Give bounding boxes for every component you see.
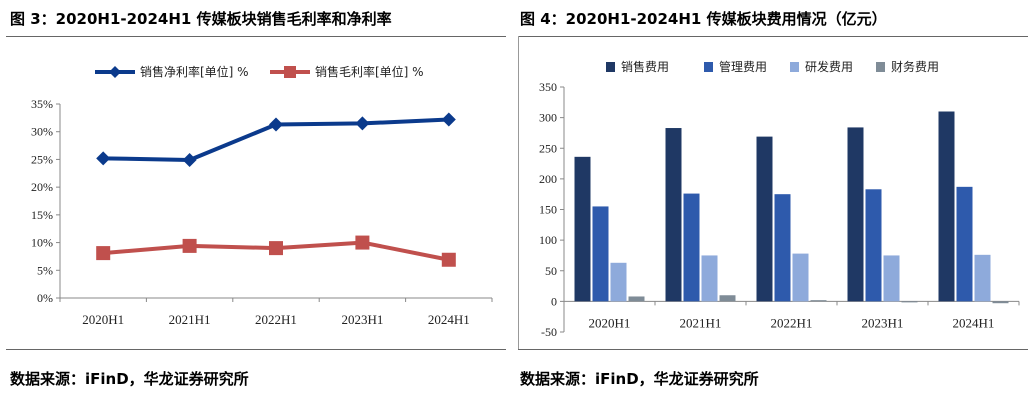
bar-0 (756, 136, 773, 302)
bar-1 (683, 193, 700, 302)
y-tick-label: 250 (539, 141, 557, 155)
bar-2 (701, 255, 718, 302)
legend-label: 销售费用 (621, 59, 669, 74)
x-tick-label: 2021H1 (169, 312, 211, 327)
source-note-left: 数据来源：iFinD，华龙证券研究所 (10, 370, 249, 388)
x-tick-label: 2020H1 (82, 312, 124, 327)
x-tick-label: 2024H1 (428, 312, 470, 327)
x-tick-label: 2023H1 (341, 312, 383, 327)
y-tick-label: 15% (31, 208, 53, 222)
y-tick-label: 200 (539, 172, 557, 186)
y-tick-label: 0 (551, 294, 557, 308)
data-point (182, 238, 197, 253)
x-tick-label: 2023H1 (862, 315, 904, 330)
data-point (355, 235, 370, 250)
source-note-right: 数据来源：iFinD，华龙证券研究所 (520, 370, 759, 388)
legend-label: 销售毛利率[单位] % (315, 64, 424, 79)
top-rule-left (6, 36, 506, 37)
bar-1 (956, 186, 973, 302)
legend-label: 研发费用 (805, 59, 853, 74)
y-tick-label: 150 (539, 203, 557, 217)
bar-3 (901, 301, 918, 303)
x-tick-label: 2021H1 (680, 315, 722, 330)
data-point (182, 152, 197, 167)
legend-label: 管理费用 (719, 59, 767, 74)
y-tick-label: 0% (37, 291, 53, 305)
bar-0 (938, 111, 955, 302)
y-tick-label: 25% (31, 152, 53, 166)
data-point (96, 246, 111, 261)
legend-swatch (876, 62, 885, 72)
panel-divider (518, 36, 519, 349)
bar-1 (774, 194, 791, 302)
legend-label: 销售净利率[单位] % (140, 64, 249, 79)
bar-0 (847, 127, 864, 302)
data-point (269, 241, 283, 256)
bottom-rule-left (6, 349, 506, 350)
bar-2 (792, 253, 809, 302)
bar-2 (974, 254, 991, 302)
bar-3 (628, 296, 645, 302)
y-tick-label: 5% (37, 263, 53, 277)
data-point (441, 252, 456, 267)
margin-line-chart: 0% 5% 10% 15% 20% 25% 30% 35% 2020H1 2021H1 2022H1… (31, 64, 493, 327)
y-tick-label: -50 (541, 325, 557, 339)
bar-1 (592, 206, 609, 302)
x-tick-label: 2022H1 (255, 312, 297, 327)
data-point (269, 117, 283, 132)
y-tick-label: 50 (545, 264, 557, 278)
figure-4-title: 图 4：2020H1-2024H1 传媒板块费用情况（亿元） (520, 10, 887, 28)
bar-0 (574, 156, 591, 302)
bar-2 (883, 255, 900, 302)
x-tick-label: 2020H1 (589, 315, 631, 330)
y-tick-label: 350 (539, 80, 557, 94)
bar-0 (665, 128, 682, 302)
x-tick-label: 2022H1 (771, 315, 813, 330)
bar-3 (719, 295, 736, 302)
x-tick-label: 2024H1 (953, 315, 995, 330)
legend-label: 财务费用 (891, 59, 939, 74)
data-point (96, 151, 111, 166)
y-tick-label: 300 (539, 111, 557, 125)
bar-2 (610, 262, 627, 302)
legend-swatch (704, 62, 713, 72)
bottom-rule-right (518, 349, 1028, 350)
expense-bar-chart: -50 0 50 100 150 200 250 300 350 2020H1 2021H1 2022… (539, 59, 1020, 339)
data-point (441, 112, 456, 127)
figure-3-title: 图 3：2020H1-2024H1 传媒板块销售毛利率和净利率 (10, 10, 392, 28)
data-point (355, 116, 370, 131)
bar-1 (865, 189, 882, 302)
legend-marker (109, 66, 121, 78)
y-tick-label: 10% (31, 236, 53, 250)
legend-swatch (606, 62, 615, 72)
top-rule-right (518, 36, 1028, 37)
y-tick-label: 20% (31, 180, 53, 194)
bar-3 (810, 300, 827, 302)
legend-marker (284, 66, 296, 78)
y-tick-label: 100 (539, 233, 557, 247)
bar-3 (992, 301, 1009, 304)
y-tick-label: 30% (31, 125, 53, 139)
legend-swatch (790, 62, 799, 72)
y-tick-label: 35% (31, 97, 53, 111)
